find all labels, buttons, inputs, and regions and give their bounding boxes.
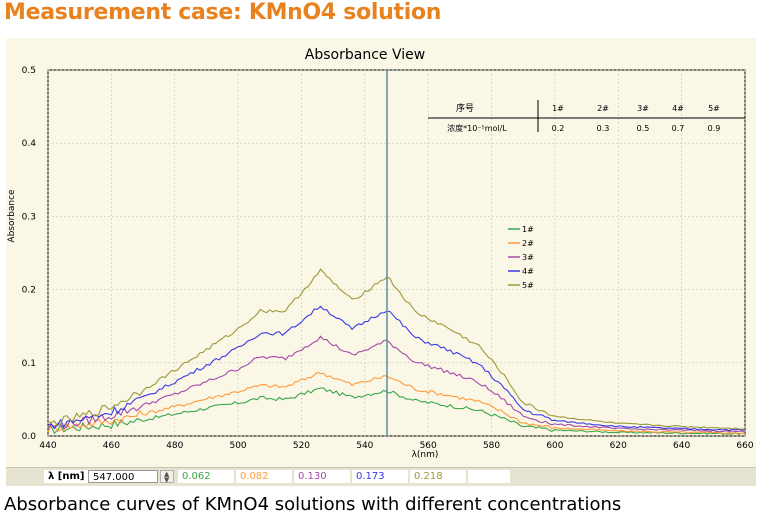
lambda-stepper[interactable]: ▲ ▼ (160, 470, 174, 484)
grid-lines (47, 69, 746, 437)
lambda-label: λ [nm] (44, 470, 88, 483)
chart-title: Absorbance View (305, 47, 425, 63)
legend-label: 4# (522, 267, 534, 276)
legend-label: 1# (522, 225, 534, 234)
legend: 1# 2# 3# 4# 5# (508, 225, 534, 290)
table-concentration: 0.3 (597, 124, 610, 133)
x-tick-label: 460 (103, 441, 120, 451)
y-tick-label: 0.3 (22, 212, 36, 222)
x-tick-label: 540 (356, 441, 373, 451)
table-concentration: 0.2 (552, 124, 565, 133)
plot-area[interactable] (47, 69, 746, 437)
table-concentration: 0.7 (672, 124, 685, 133)
legend-label: 2# (522, 239, 534, 248)
table-id: 2# (597, 104, 609, 113)
table-conc-label: 浓度*10⁻⁵mol/L (447, 123, 507, 133)
x-tick-label: 560 (420, 441, 437, 451)
figure-caption: Absorbance curves of KMnO4 solutions wit… (4, 494, 622, 515)
series-line-1# (47, 387, 746, 435)
status-bar: λ [nm] 547.000 ▲ ▼ 0.062 0.082 0.130 0.17… (6, 467, 756, 486)
table-id: 3# (637, 104, 649, 113)
x-tick-label: 640 (673, 441, 690, 451)
x-tick-label: 600 (546, 441, 563, 451)
reading-3: 0.130 (294, 470, 350, 483)
reading-empty (468, 470, 510, 483)
page-heading: Measurement case: KMnO4 solution (4, 0, 442, 25)
x-axis-label: λ(nm) (412, 450, 439, 460)
table-concentration: 0.5 (637, 124, 650, 133)
x-tick-label: 440 (39, 441, 56, 451)
y-tick-label: 0.2 (22, 286, 36, 296)
table-header-label: 序号 (456, 102, 474, 114)
series-line-2# (47, 371, 746, 434)
reading-4: 0.173 (352, 470, 408, 483)
legend-label: 5# (522, 281, 534, 290)
y-tick-label: 0.1 (22, 359, 36, 369)
x-tick-label: 660 (736, 441, 753, 451)
x-tick-label: 480 (166, 441, 183, 451)
y-axis-label: Absorbance (7, 189, 17, 243)
y-tick-label: 0.5 (22, 66, 36, 76)
series-line-5# (47, 268, 745, 430)
series-line-4# (47, 305, 746, 432)
x-tick-label: 580 (483, 441, 500, 451)
y-tick-label: 0.4 (22, 139, 37, 149)
x-tick-label: 520 (293, 441, 310, 451)
legend-label: 3# (522, 253, 534, 262)
lambda-input[interactable]: 547.000 (88, 470, 158, 483)
series-lines (47, 268, 746, 435)
table-id: 1# (552, 104, 564, 113)
reading-5: 0.218 (410, 470, 466, 483)
table-id: 4# (672, 104, 684, 113)
reading-2: 0.082 (236, 470, 292, 483)
reading-1: 0.062 (178, 470, 234, 483)
table-concentration: 0.9 (708, 124, 721, 133)
y-tick-label: 0.0 (22, 432, 37, 442)
x-tick-label: 620 (610, 441, 627, 451)
series-line-3# (47, 335, 746, 433)
axis-ticks: 440 460 480 500 520 540 560 580 600 620 640 660 0.0 0… (22, 66, 754, 451)
table-id: 5# (708, 104, 720, 113)
x-tick-label: 500 (229, 441, 246, 451)
